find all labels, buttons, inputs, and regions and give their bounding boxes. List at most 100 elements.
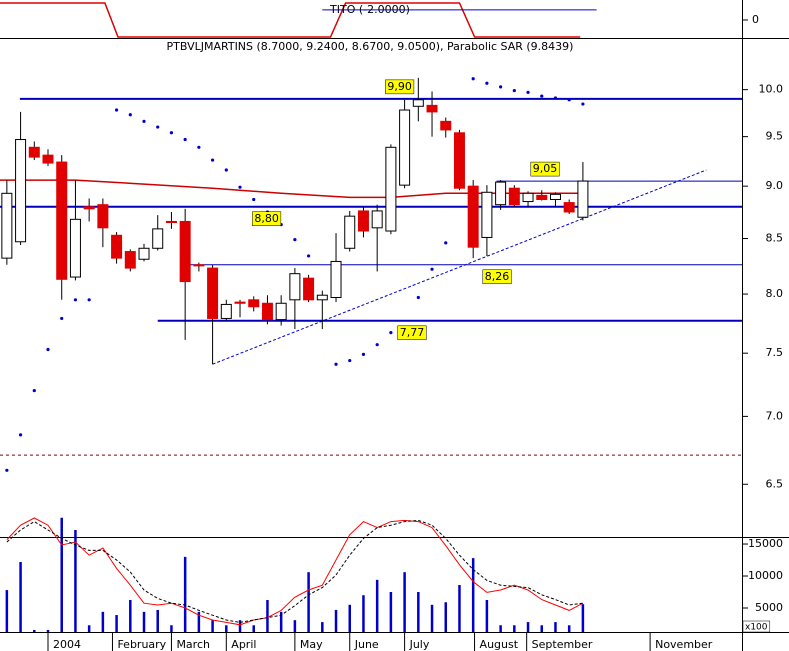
candle-body — [138, 247, 150, 260]
candle-body — [1, 192, 13, 259]
y-tick-label: 9.5 — [766, 130, 784, 143]
level-label-box — [252, 211, 282, 227]
sar-dot — [430, 267, 434, 271]
sar-dot — [183, 137, 187, 142]
candle-body — [165, 220, 177, 224]
sar-dot — [197, 145, 201, 149]
candle-body — [412, 99, 424, 107]
sar-dot — [156, 125, 160, 129]
candle-body — [440, 120, 452, 131]
candle-body — [563, 202, 575, 213]
sar-dot — [553, 96, 558, 100]
sar-dot — [512, 88, 516, 93]
candle-body — [426, 104, 438, 113]
level-label-box — [397, 325, 427, 341]
level-label: 9,05 — [533, 162, 558, 175]
candle-body — [330, 260, 342, 299]
level-label: 9,90 — [387, 80, 412, 93]
candle-body — [152, 228, 164, 249]
sar-dot — [581, 102, 585, 106]
candle-body — [481, 191, 493, 238]
level-label-box — [530, 161, 560, 177]
y-tick-label: 7.0 — [766, 409, 784, 422]
candle-body — [220, 303, 232, 319]
candle-body — [467, 185, 479, 248]
sar-dot — [416, 295, 420, 300]
sar-dot — [471, 77, 475, 81]
candle-body — [83, 206, 95, 210]
x-tick-label: July — [409, 638, 430, 651]
sar-dot — [114, 108, 119, 112]
y-tick-label: 10.0 — [759, 83, 784, 96]
candle-body — [28, 146, 40, 158]
sar-dot — [142, 119, 146, 123]
sar-dot — [293, 238, 297, 242]
y-tick-label: 7.5 — [766, 346, 784, 359]
x-tick-label: November — [655, 638, 713, 651]
sar-dot — [210, 158, 215, 162]
sar-dot — [18, 433, 23, 437]
candle-body — [111, 234, 123, 259]
x-tick-label: September — [532, 638, 593, 651]
sar-dot — [348, 358, 352, 363]
candle-body — [371, 210, 383, 229]
sar-dot — [238, 185, 242, 189]
y-tick-label: 9.0 — [766, 179, 784, 192]
sar-dot — [169, 131, 174, 135]
sar-dot — [526, 90, 530, 95]
candle-body — [357, 210, 369, 232]
sar-dot — [306, 254, 311, 258]
x-tick-label: May — [300, 638, 323, 651]
level-label-box — [482, 269, 512, 285]
level-label: 8,26 — [485, 270, 510, 283]
x-tick-label: June — [354, 638, 379, 651]
sar-dot — [334, 362, 338, 366]
x-tick-label: August — [480, 638, 519, 651]
sar-dot — [361, 352, 366, 357]
sar-dot — [444, 241, 448, 245]
level-label: 7,77 — [400, 326, 425, 339]
candle-body — [193, 264, 205, 267]
candle-body — [275, 302, 287, 321]
trendline — [212, 169, 707, 365]
candle-body — [385, 146, 397, 232]
candle-body — [303, 277, 315, 301]
sar-dot — [499, 85, 503, 89]
volume-tick-label: 15000 — [748, 537, 783, 550]
tito-tick-label: 0 — [752, 13, 759, 26]
y-tick-label: 8.5 — [766, 232, 784, 245]
candle-body — [289, 273, 301, 301]
level-label-box — [385, 79, 415, 95]
candle-body — [97, 204, 109, 229]
chart-title: PTBVLJMARTINS (8.7000, 9.2400, 8.6700, 9… — [167, 40, 574, 53]
candle-body — [536, 194, 548, 200]
candle-body — [549, 193, 561, 200]
sar-dot — [389, 331, 393, 335]
candle-body — [344, 215, 356, 249]
stochastic-line — [6, 519, 583, 623]
candle-body — [234, 301, 246, 304]
unit-box — [742, 620, 771, 633]
sar-dot — [567, 98, 571, 102]
tito-line — [0, 2, 581, 38]
x-tick-label: March — [176, 638, 210, 651]
y-tick-label: 8.0 — [766, 287, 784, 300]
candle-body — [42, 154, 54, 164]
sar-dot — [5, 468, 9, 472]
sar-dot — [32, 388, 36, 393]
candle-body — [453, 132, 465, 189]
sar-dot — [73, 298, 78, 302]
sar-dot — [224, 168, 228, 172]
candle-body — [522, 192, 534, 203]
sar-dot — [252, 197, 256, 202]
candle-body — [261, 302, 273, 321]
candle-body — [69, 218, 81, 278]
candle-body — [316, 294, 328, 301]
sar-dot — [46, 347, 50, 352]
x-tick-label: April — [231, 638, 256, 651]
stochastic-line — [6, 517, 584, 626]
candle-body — [15, 139, 27, 243]
